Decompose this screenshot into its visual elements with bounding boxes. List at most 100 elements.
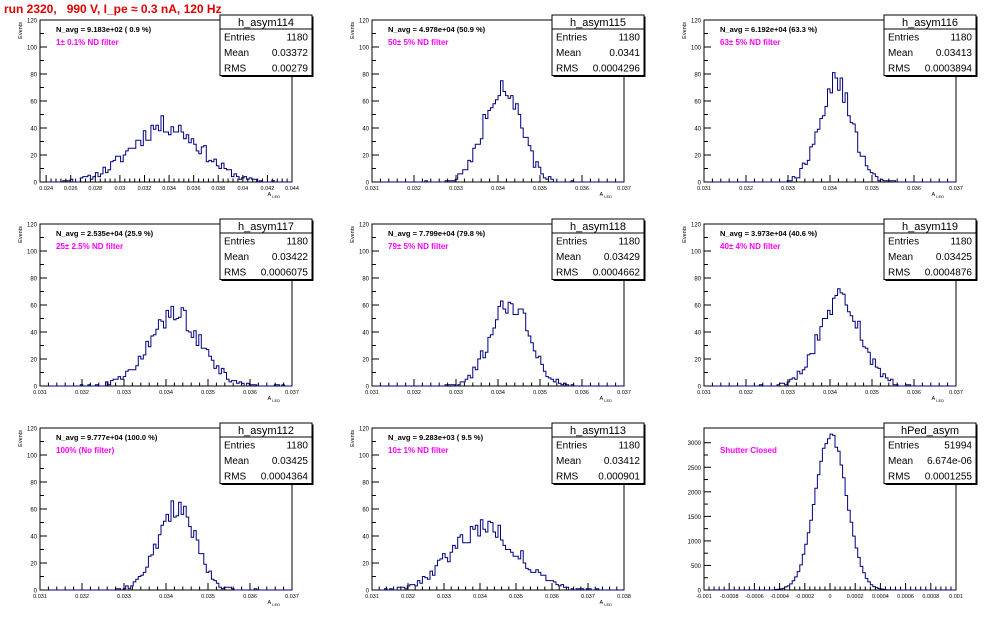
y-tick-label: 3000 <box>688 441 702 447</box>
x-tick-label: 0.031 <box>33 594 47 600</box>
y-tick-label: 100 <box>27 46 38 52</box>
y-axis-label: Events <box>18 22 24 39</box>
x-tick-label: 0.031 <box>365 594 379 600</box>
x-tick-label: 0.032 <box>401 594 415 600</box>
x-tick-label: 0.034 <box>162 186 176 192</box>
y-tick-label: 0 <box>366 385 370 391</box>
x-tick-label: 0.033 <box>449 186 463 192</box>
x-tick-label: 0.0004 <box>872 594 889 600</box>
stats-label-entries: Entries <box>224 237 255 248</box>
navg-label: N_avg = 4.978e+04 (50.9 %) <box>388 25 486 34</box>
x-tick-label: 0.031 <box>697 186 711 192</box>
x-axis-label: ALED <box>268 396 281 403</box>
stats-value-mean: 0.03425 <box>936 252 973 263</box>
stats-value-entries: 1180 <box>286 237 308 248</box>
x-axis-label: ALED <box>932 396 945 403</box>
stats-label-mean: Mean <box>556 48 581 59</box>
stats-box <box>551 218 645 280</box>
y-tick-label: 40 <box>30 331 37 337</box>
y-tick-label: 120 <box>27 223 38 229</box>
y-tick-label: 120 <box>691 223 702 229</box>
stats-value-rms: 0.000901 <box>598 472 640 483</box>
x-axis-label: ALED <box>932 192 945 199</box>
x-tick-label: 0 <box>828 594 831 600</box>
histogram-panel-h_asym118: 0 20 40 60 80 100 120 0.031 0.032 0.033 0.034 0.035… <box>332 218 664 427</box>
filter-annotation: 100% (No filter) <box>56 446 115 455</box>
y-tick-label: 40 <box>362 535 369 541</box>
x-tick-label: 0.036 <box>907 390 921 396</box>
histogram-title: h_asym115 <box>570 17 626 29</box>
stats-value-entries: 1180 <box>618 33 640 44</box>
x-tick-label: 0.001 <box>949 594 963 600</box>
y-tick-label: 60 <box>362 304 369 310</box>
histogram-svg: 0 20 40 60 80 100 120 0.031 0.032 0.033 0.034 0.035… <box>682 218 978 403</box>
x-tick-label: 0.032 <box>407 390 421 396</box>
y-tick-label: 100 <box>359 454 370 460</box>
x-tick-label: 0.035 <box>509 594 523 600</box>
filter-annotation: 10± 1% ND filter <box>388 446 448 455</box>
x-tick-label: 0.036 <box>575 390 589 396</box>
y-axis-label: Events <box>350 430 356 447</box>
y-tick-label: 20 <box>694 154 701 160</box>
page-title: run 2320, 990 V, I_pe ≈ 0.3 nA, 120 Hz <box>4 2 222 16</box>
y-tick-label: 1000 <box>688 539 702 545</box>
stats-label-entries: Entries <box>556 33 587 44</box>
stats-value-rms: 0.0004876 <box>925 268 973 279</box>
y-tick-label: 80 <box>30 277 37 283</box>
y-tick-label: 100 <box>359 250 370 256</box>
x-tick-label: 0.037 <box>285 390 299 396</box>
y-tick-label: 500 <box>691 564 702 570</box>
x-tick-label: 0.031 <box>365 186 379 192</box>
filter-annotation: Shutter Closed <box>720 446 777 455</box>
y-tick-label: 60 <box>694 304 701 310</box>
y-tick-label: 40 <box>694 331 701 337</box>
y-axis-label: Events <box>350 226 356 243</box>
x-tick-label: 0.033 <box>117 594 131 600</box>
stats-label-rms: RMS <box>888 268 911 279</box>
histogram-panel-hPed_asym: 0 500 1000 1500 2000 2500 3000 -0.001 -0.0008 -0.… <box>664 422 996 631</box>
histogram-line <box>40 115 292 183</box>
y-tick-label: 80 <box>30 73 37 79</box>
stats-value-rms: 0.00279 <box>272 64 309 75</box>
x-tick-label: 0.042 <box>261 186 275 192</box>
stats-box <box>219 422 313 484</box>
x-tick-label: 0.033 <box>449 390 463 396</box>
stats-value-rms: 0.0004364 <box>261 472 309 483</box>
x-tick-label: 0.044 <box>285 186 299 192</box>
y-tick-label: 40 <box>362 331 369 337</box>
y-tick-label: 0 <box>366 181 370 187</box>
filter-annotation: 1± 0.1% ND filter <box>56 38 119 47</box>
histogram-line <box>372 80 624 183</box>
stats-box <box>883 422 977 484</box>
y-axis-label: Events <box>18 430 24 447</box>
y-tick-label: 80 <box>694 73 701 79</box>
stats-label-rms: RMS <box>888 472 911 483</box>
navg-label: N_avg = 7.799e+04 (79.8 %) <box>388 229 486 238</box>
y-tick-label: 20 <box>362 562 369 568</box>
x-tick-label: 0.033 <box>781 390 795 396</box>
y-axis-label: Events <box>682 22 688 39</box>
x-tick-label: 0.035 <box>201 594 215 600</box>
x-tick-label: 0.037 <box>285 594 299 600</box>
stats-value-mean: 0.03422 <box>272 252 309 263</box>
stats-label-mean: Mean <box>888 456 913 467</box>
y-tick-label: 40 <box>30 535 37 541</box>
histogram-svg: 0 500 1000 1500 2000 2500 3000 -0.001 -0.0008 -0.… <box>688 422 978 600</box>
stats-label-entries: Entries <box>556 237 587 248</box>
x-tick-label: -0.001 <box>696 594 712 600</box>
x-axis-label-subscript: LED <box>936 398 944 403</box>
stats-label-mean: Mean <box>888 48 913 59</box>
histogram-title: h_asym113 <box>570 425 626 437</box>
x-tick-label: 0.028 <box>88 186 102 192</box>
histogram-line <box>704 288 956 387</box>
y-tick-label: 0 <box>34 181 38 187</box>
x-axis-label: ALED <box>268 600 281 607</box>
x-tick-label: 0.032 <box>739 186 753 192</box>
histogram-title: h_asym112 <box>238 425 294 437</box>
stats-label-entries: Entries <box>556 441 587 452</box>
stats-box <box>219 218 313 280</box>
y-tick-label: 2500 <box>688 466 702 472</box>
stats-value-rms: 0.0004296 <box>593 64 641 75</box>
navg-label: N_avg = 9.777e+04 (100.0 %) <box>56 433 158 442</box>
x-tick-label: 0.0006 <box>897 594 914 600</box>
